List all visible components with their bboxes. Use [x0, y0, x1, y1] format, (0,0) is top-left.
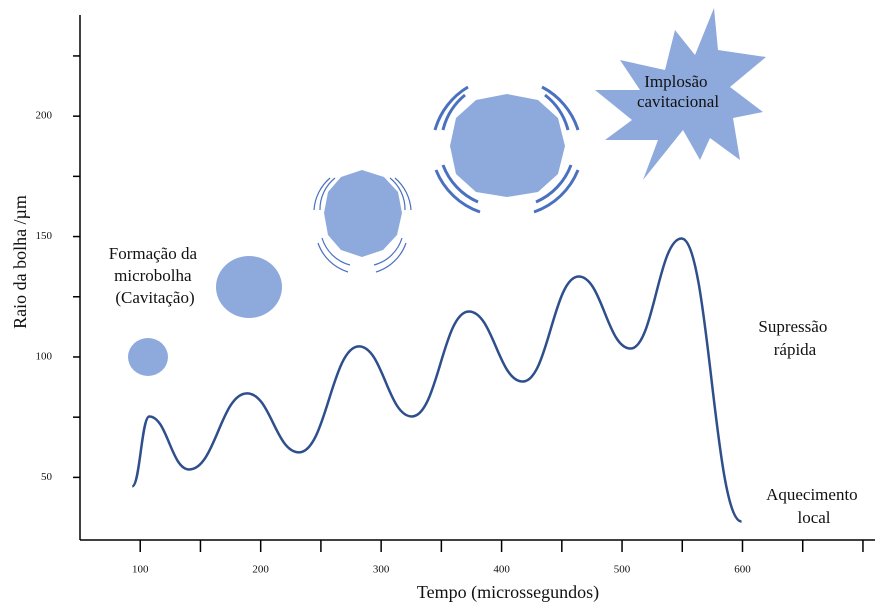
bubble	[324, 170, 402, 257]
x-tick-label: 100	[132, 564, 149, 576]
x-tick-label: 300	[373, 564, 390, 576]
chart: Tempo (microssegundos) Raio da bolha /µm…	[0, 0, 892, 607]
y-tick-label: 200	[36, 110, 53, 122]
x-tick-label: 200	[252, 564, 269, 576]
x-tick-label: 500	[614, 564, 631, 576]
bubble	[216, 256, 282, 318]
y-tick-label: 100	[36, 351, 53, 363]
x-axis-label: Tempo (microssegundos)	[417, 582, 599, 603]
y-axis-label: Raio da bolha /µm	[10, 195, 30, 329]
y-tick-label: 50	[41, 471, 53, 483]
bubble	[128, 338, 168, 376]
annotation: Supressão rápida	[758, 317, 831, 359]
x-tick-label: 400	[493, 564, 510, 576]
bubble	[450, 94, 565, 197]
annotation: Aquecimento local	[766, 485, 862, 527]
y-tick-label: 150	[36, 230, 53, 242]
annotation: Formação da microbolha (Cavitação)	[109, 244, 202, 307]
bubble-illustrations	[128, 8, 766, 376]
annotation: Implosão cavitacional	[637, 72, 719, 111]
x-tick-label: 600	[734, 564, 751, 576]
